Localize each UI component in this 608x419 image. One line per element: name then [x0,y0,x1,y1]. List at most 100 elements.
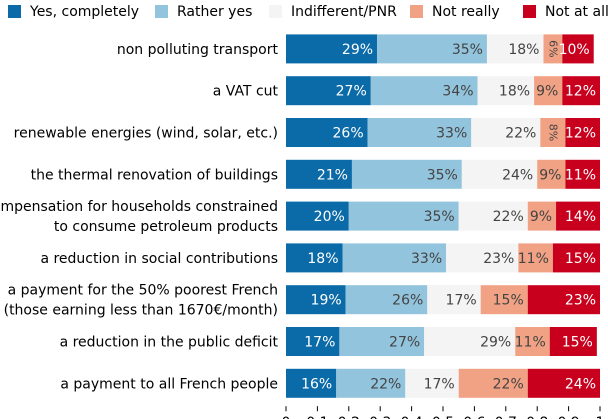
value-label: 12% [565,84,596,100]
x-tick-label: 0.6 [463,415,485,419]
legend-swatch [155,5,168,18]
x-tick-label: 0.3 [369,415,391,419]
value-label: 35% [424,209,455,225]
bar-segment [336,368,406,398]
x-tick-label: 0.1 [306,415,328,419]
bar-segment [549,327,597,356]
bar-segment [461,159,538,189]
bar-segment [351,159,462,189]
bar-segment [543,34,563,64]
bar-segment [367,118,472,147]
value-label: 15% [565,251,596,267]
x-tick-label: 0.7 [495,415,517,419]
bar-segment [527,285,600,315]
value-label: 8% [546,124,559,141]
bar-segment [486,34,544,64]
value-label: 24% [565,376,596,392]
legend: Yes, completely Rather yes Indifferent/PNR… [8,4,608,20]
value-label: 9% [536,84,558,100]
value-label: 26% [392,293,423,309]
category-label: non polluting transport [117,42,279,58]
bar-segment [286,285,346,315]
value-label: 34% [442,84,473,100]
value-label: 27% [389,335,420,351]
value-label: 22% [370,376,401,392]
bar-segment [286,201,349,231]
value-label: 23% [483,251,514,267]
bar-segment [480,285,528,315]
bar-segment [286,34,378,64]
bar-segment [370,76,478,106]
value-label: 18% [307,251,338,267]
bar-segment [518,243,553,273]
value-label: 10% [559,42,590,58]
value-label: 20% [314,209,345,225]
value-label: 18% [499,84,530,100]
value-label: 14% [565,209,596,225]
value-label: 6% [546,40,559,57]
value-label: 17% [446,293,477,309]
value-label: 22% [493,376,524,392]
bar-segment [562,76,600,106]
x-tick-label: 0.4 [400,415,422,419]
bar-segment [427,285,481,315]
x-tick-label: 0.5 [432,415,454,419]
bar-segment [527,368,600,398]
bar-segment [377,34,487,64]
legend-label: Not really [432,4,500,20]
x-tick-label: 0 [282,415,291,419]
legend-swatch [523,5,536,18]
value-label: 33% [436,126,467,142]
value-label: 23% [565,293,596,309]
bar-segment [458,201,528,231]
value-label: 16% [301,376,332,392]
value-label: 11% [518,251,549,267]
category-label: a VAT cut [213,84,279,100]
category-label: a payment to all French people [60,376,278,392]
value-label: 33% [411,251,442,267]
bar-segment [471,118,541,147]
bar-segment [562,34,594,64]
x-tick-label: 0.8 [526,415,548,419]
value-label: 9% [530,209,552,225]
bar-segment [477,76,535,106]
category-label: a reduction in the public deficit [60,335,279,351]
bar-segment [540,118,566,147]
bar-segment [552,243,600,273]
bar-segment [286,76,371,106]
category-label: compensation for households constrained [0,199,278,215]
bar-segment [342,243,447,273]
legend-label: Indifferent/PNR [291,4,397,20]
value-label: 19% [311,293,342,309]
bar-segment [286,243,343,273]
value-label: 35% [427,167,458,183]
value-label: 22% [493,209,524,225]
bar-segment [345,285,428,315]
bar-segment [515,327,550,356]
value-label: 27% [336,84,367,100]
legend-label: Rather yes [177,4,252,20]
bar-segment [348,201,459,231]
category-label: to consume petroleum products [54,219,278,235]
bar-segment [424,327,516,356]
value-label: 17% [304,335,335,351]
value-label: 15% [562,335,593,351]
value-label: 22% [505,126,536,142]
bars: 29% 35% 18% 6% 10% 27% 34% 18% 9% 12% 26% 33% 22% 8% 1… [286,34,600,398]
value-label: 24% [502,167,533,183]
value-label: 11% [565,167,596,183]
bar-segment [565,159,600,189]
bar-segment [534,76,563,106]
bar-segment [339,327,425,356]
legend-label: Not at all [545,4,608,20]
value-label: 18% [508,42,539,58]
bar-segment [286,118,368,147]
value-label: 11% [515,335,546,351]
x-tick-label: 1 [596,415,605,419]
bar-segment [286,327,340,356]
bar-segment [556,201,600,231]
category-label: renewable energies (wind, solar, etc.) [14,126,278,142]
value-label: 26% [333,126,364,142]
bar-segment [286,368,337,398]
bar-segment [286,159,352,189]
